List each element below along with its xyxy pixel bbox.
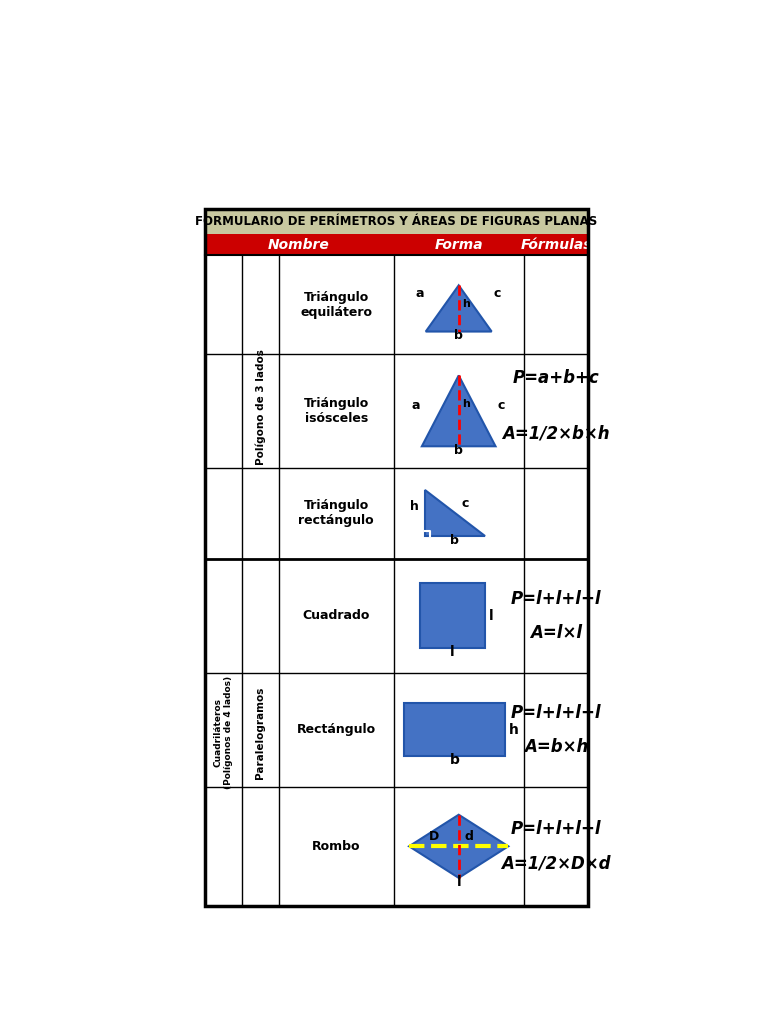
Text: l: l (456, 874, 461, 889)
Text: Fórmulas: Fórmulas (520, 238, 591, 252)
Text: Triángulo
isósceles: Triángulo isósceles (303, 397, 369, 425)
Text: b: b (454, 330, 463, 342)
Text: l: l (489, 608, 494, 623)
Bar (419, 583, 485, 648)
Polygon shape (425, 286, 492, 332)
Bar (204, 233, 588, 255)
Text: Cuadrado: Cuadrado (303, 609, 370, 623)
Text: Forma: Forma (435, 238, 483, 252)
Text: A=1/2×b×h: A=1/2×b×h (502, 425, 610, 443)
Text: h: h (462, 399, 470, 409)
Text: l: l (450, 645, 455, 659)
Text: b: b (450, 753, 460, 767)
Bar (204, 209, 588, 906)
Text: P=a+b+c: P=a+b+c (512, 369, 599, 387)
Text: Triángulo
rectángulo: Triángulo rectángulo (299, 500, 374, 527)
Text: a: a (412, 399, 420, 413)
Bar (204, 209, 588, 233)
Text: b: b (454, 444, 463, 457)
Text: Cuadriláteros
(Polígonos de 4 lados): Cuadriláteros (Polígonos de 4 lados) (214, 676, 233, 788)
Text: c: c (461, 497, 468, 510)
Text: P=l+l+l+l: P=l+l+l+l (511, 703, 601, 722)
Bar (405, 703, 505, 756)
Text: b: b (450, 535, 459, 547)
Text: Rombo: Rombo (312, 840, 360, 853)
Text: A=b×h: A=b×h (524, 737, 588, 756)
Bar (204, 209, 588, 906)
Text: Rectángulo: Rectángulo (296, 723, 376, 736)
Text: c: c (493, 287, 501, 300)
Polygon shape (425, 490, 485, 537)
Text: FORMULARIO DE PERÍMETROS Y ÁREAS DE FIGURAS PLANAS: FORMULARIO DE PERÍMETROS Y ÁREAS DE FIGU… (195, 215, 598, 228)
Text: h: h (462, 299, 470, 309)
Text: Polígono de 3 lados: Polígono de 3 lados (255, 349, 266, 465)
Text: A=1/2×D×d: A=1/2×D×d (502, 854, 611, 872)
Text: c: c (497, 399, 505, 413)
Text: Paralelogramos: Paralelogramos (255, 686, 265, 778)
Text: Triángulo
equilátero: Triángulo equilátero (300, 291, 372, 318)
Text: P=l+l+l+l: P=l+l+l+l (511, 590, 601, 607)
Text: h: h (509, 723, 519, 736)
Text: P=l+l+l+l: P=l+l+l+l (511, 820, 601, 839)
Text: d: d (465, 830, 474, 843)
Polygon shape (422, 376, 495, 446)
Polygon shape (409, 815, 508, 878)
Text: a: a (415, 287, 424, 300)
Text: D: D (429, 830, 439, 843)
Text: h: h (409, 500, 419, 513)
Text: Nombre: Nombre (268, 238, 330, 252)
Text: A=l×l: A=l×l (530, 624, 582, 642)
